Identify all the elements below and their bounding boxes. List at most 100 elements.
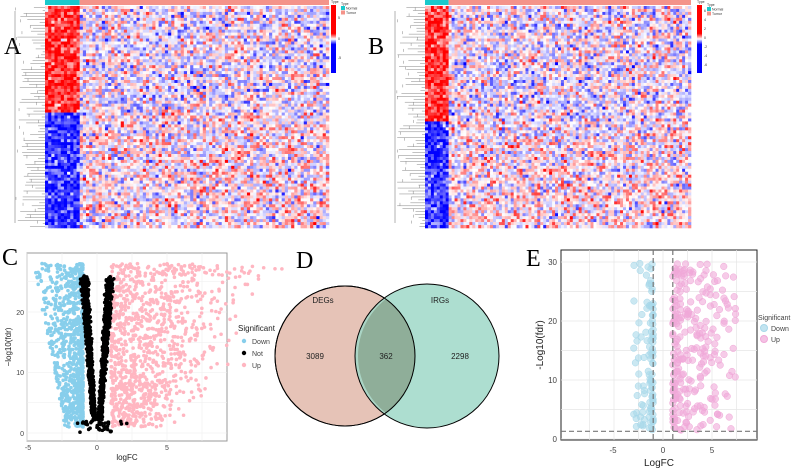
heatmap-cell	[145, 71, 150, 75]
heatmap-cell	[306, 80, 311, 84]
heatmap-cell	[168, 62, 172, 66]
heatmap-cell	[272, 47, 276, 51]
heatmap-cell	[272, 59, 276, 63]
heatmap-cell	[168, 59, 172, 63]
heatmap-cell	[164, 85, 169, 90]
heatmap-cell	[54, 109, 58, 113]
heatmap-cell	[212, 136, 216, 140]
heatmap-cell	[319, 94, 323, 99]
heatmap-cell	[322, 133, 327, 137]
heatmap-cell	[234, 156, 238, 161]
heatmap-cell	[250, 156, 254, 161]
heatmap-cell	[287, 127, 292, 131]
heatmap-cell	[73, 100, 77, 104]
heatmap-cell	[67, 97, 71, 102]
heatmap-cell	[209, 23, 213, 28]
heatmap-cell	[142, 133, 147, 137]
heatmap-cell	[142, 11, 147, 16]
heatmap-cell	[177, 127, 181, 131]
heatmap-cell	[180, 62, 185, 66]
heatmap-cell	[253, 6, 257, 10]
heatmap-cell	[111, 8, 115, 13]
heatmap-cell	[183, 68, 188, 72]
heatmap-cell	[221, 136, 226, 140]
heatmap-cell	[127, 130, 131, 134]
heatmap-cell	[262, 148, 267, 152]
heatmap-cell	[269, 103, 273, 107]
heatmap-cell	[104, 80, 109, 84]
heatmap-cell	[269, 62, 273, 66]
heatmap-cell	[127, 74, 131, 78]
heatmap-cell	[187, 47, 191, 51]
heatmap-cell	[158, 127, 163, 131]
heatmap-cell	[60, 6, 65, 10]
heatmap-cell	[164, 154, 169, 158]
heatmap-cell	[73, 47, 77, 51]
heatmap-cell	[215, 109, 219, 113]
heatmap-cell	[76, 130, 81, 134]
heatmap-cell	[284, 162, 289, 167]
heatmap-cell	[79, 88, 84, 93]
heatmap-cell	[86, 11, 90, 16]
heatmap-cell	[231, 59, 235, 63]
heatmap-cell	[281, 50, 286, 54]
heatmap-cell	[82, 103, 87, 107]
heatmap-cell	[190, 94, 194, 99]
heatmap-cell	[48, 109, 52, 113]
heatmap-cell	[297, 151, 301, 155]
heatmap-cell	[199, 85, 204, 90]
heatmap-cell	[300, 118, 305, 122]
heatmap-cell	[187, 82, 191, 87]
heatmap-cell	[187, 20, 191, 25]
heatmap-cell	[104, 154, 109, 158]
heatmap-cell	[291, 11, 295, 16]
heatmap-cell	[313, 26, 317, 30]
heatmap-cell	[322, 77, 327, 81]
heatmap-cell	[275, 112, 279, 116]
heatmap-cell	[136, 130, 140, 134]
heatmap-cell	[114, 77, 118, 81]
heatmap-cell	[193, 32, 197, 36]
heatmap-cell	[190, 142, 194, 146]
heatmap-cell	[117, 151, 122, 155]
heatmap-cell	[82, 148, 87, 152]
heatmap-cell	[117, 44, 122, 48]
heatmap-cell	[300, 62, 305, 66]
heatmap-cell	[240, 162, 245, 167]
heatmap-cell	[98, 151, 103, 155]
heatmap-cell	[82, 100, 87, 104]
heatmap-cell	[67, 80, 71, 84]
heatmap-cell	[272, 8, 276, 13]
heatmap-cell	[284, 17, 289, 22]
heatmap-cell	[202, 112, 207, 116]
heatmap-cell	[142, 44, 147, 48]
heatmap-cell	[95, 127, 99, 131]
heatmap-cell	[123, 148, 128, 152]
heatmap-cell	[294, 80, 298, 84]
heatmap-cell	[149, 47, 153, 51]
heatmap-cell	[221, 148, 226, 152]
heatmap-cell	[108, 159, 112, 164]
heatmap-cell	[259, 71, 264, 75]
heatmap-cell	[45, 124, 49, 128]
heatmap-cell	[196, 130, 200, 134]
heatmap-cell	[152, 115, 156, 119]
heatmap-cell	[164, 68, 169, 72]
heatmap-cell	[57, 159, 62, 164]
heatmap-cell	[193, 11, 197, 16]
heatmap-cell	[95, 11, 99, 16]
heatmap-cell	[67, 124, 71, 128]
heatmap-cell	[190, 6, 194, 10]
heatmap-cell	[313, 77, 317, 81]
heatmap-cell	[253, 77, 257, 81]
heatmap-cell	[313, 80, 317, 84]
heatmap-cell	[231, 65, 235, 69]
heatmap-cell	[136, 106, 140, 110]
heatmap-cell	[114, 109, 118, 113]
heatmap-cell	[306, 62, 311, 66]
heatmap-cell	[199, 71, 204, 75]
heatmap-cell	[243, 133, 248, 137]
heatmap-cell	[237, 32, 241, 36]
heatmap-cell	[218, 112, 223, 116]
heatmap-cell	[120, 121, 125, 125]
